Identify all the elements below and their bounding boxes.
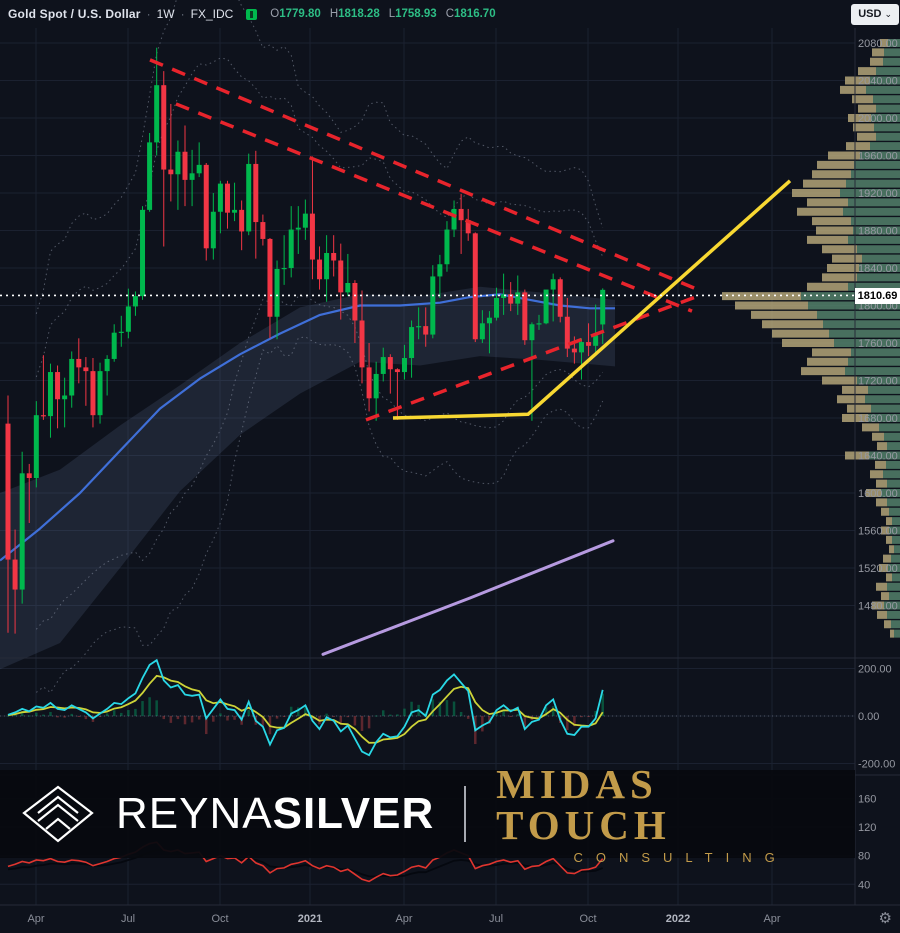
separator-dot: · — [146, 7, 151, 21]
low-label: L — [388, 8, 396, 20]
price-tick-label: 1760.00 — [858, 338, 898, 350]
lower-deviation-band — [35, 336, 604, 694]
oscillator-signal-line — [7, 674, 604, 744]
red-dashed-trendline — [365, 292, 704, 422]
currency-selector-button[interactable]: USD ⌄ — [851, 3, 899, 25]
time-axis-label: Apr — [763, 913, 780, 925]
reyna-text: REYNA — [116, 789, 273, 838]
open-value: 1779.80 — [279, 8, 321, 20]
lower-red-line — [7, 841, 604, 883]
lower-indicator-pane — [7, 841, 604, 883]
red-dashed-trendline — [149, 58, 701, 293]
reyna-silver-wordmark: REYNASILVER — [116, 792, 434, 836]
settings-gear-icon[interactable]: ⚙ — [878, 910, 892, 927]
yellow-support-trendline — [392, 179, 792, 420]
oscillator-tick-label: 200.00 — [858, 664, 892, 676]
price-tick-label: 1600.00 — [858, 488, 898, 500]
time-axis-label: Oct — [211, 913, 228, 925]
lower-dark-line — [7, 849, 604, 878]
price-tick-label: 2080.00 — [858, 38, 898, 50]
oscillator-tick-label: 0.00 — [858, 711, 879, 723]
price-tick-label: 1720.00 — [858, 376, 898, 388]
blue-moving-average — [0, 293, 615, 562]
lower-tick-label: 40 — [858, 879, 870, 891]
price-tick-label: 1640.00 — [858, 451, 898, 463]
price-tick-label: 2040.00 — [858, 76, 898, 88]
price-tick-label: 1920.00 — [858, 188, 898, 200]
price-tick-label: 1520.00 — [858, 563, 898, 575]
price-tick-label: 1880.00 — [858, 226, 898, 238]
price-tick-label: 1960.00 — [858, 151, 898, 163]
annotations-layer — [0, 58, 897, 422]
red-dashed-trendline — [175, 102, 693, 313]
silver-text: SILVER — [272, 789, 435, 838]
candles-layer — [5, 47, 606, 634]
high-label: H — [329, 8, 339, 20]
oscillator-tick-label: -200.00 — [858, 759, 895, 771]
logo-divider — [464, 786, 467, 842]
time-axis-label: 2021 — [298, 913, 322, 925]
lower-tick-label: 120 — [858, 822, 876, 834]
purple-long-term-ma — [321, 539, 615, 656]
price-tick-label: 1680.00 — [858, 413, 898, 425]
logo-overlay: REYNASILVER MIDAS TOUCH CONSULTING — [0, 763, 855, 865]
high-value: 1818.28 — [338, 8, 380, 20]
lower-deviation-band — [35, 295, 604, 630]
volume-profile — [722, 39, 900, 638]
ma-band-cloud — [0, 286, 615, 670]
chevron-down-icon: ⌄ — [884, 8, 892, 19]
time-axis-label: 2022 — [666, 913, 690, 925]
exchange-label: FX_IDC — [190, 7, 234, 21]
currency-label: USD — [858, 8, 882, 20]
time-axis-label: Jul — [121, 913, 135, 925]
price-tick-label: 1840.00 — [858, 263, 898, 275]
time-axis-label: Apr — [27, 913, 44, 925]
oscillator-main-line — [7, 658, 604, 757]
open-label: O — [270, 8, 280, 20]
price-tick-label: 1480.00 — [858, 601, 898, 613]
oscillator-pane — [0, 658, 855, 757]
time-axis-label: Oct — [579, 913, 596, 925]
chart-header: Gold Spot / U.S. Dollar · 1W · FX_IDC O1… — [0, 0, 900, 28]
close-label: C — [445, 8, 455, 20]
price-pane — [0, 0, 615, 694]
separator-dot: · — [180, 7, 185, 21]
current-price-badge: 1810.69 — [855, 288, 900, 304]
lower-tick-label: 160 — [858, 794, 876, 806]
ohlc-readout: O1779.80 H1818.28 L1758.93 C1816.70 — [270, 8, 495, 20]
reyna-silver-diamond-icon — [22, 785, 94, 843]
reyna-silver-logo: REYNASILVER — [16, 783, 434, 845]
price-tick-label: 1560.00 — [858, 526, 898, 538]
midas-consulting-text: CONSULTING — [573, 849, 788, 865]
lower-tick-label: 80 — [858, 851, 870, 863]
low-value: 1758.93 — [395, 8, 437, 20]
candlestick-style-icon[interactable] — [246, 8, 258, 20]
midas-touch-wordmark: MIDAS TOUCH — [496, 760, 671, 848]
symbol-title[interactable]: Gold Spot / U.S. Dollar — [8, 7, 141, 21]
time-axis-label: Apr — [395, 913, 412, 925]
close-value: 1816.70 — [454, 8, 496, 20]
interval-label[interactable]: 1W — [156, 7, 175, 21]
midas-touch-logo: MIDAS TOUCH CONSULTING — [496, 760, 855, 865]
time-axis-label: Jul — [489, 913, 503, 925]
price-tick-label: 2000.00 — [858, 113, 898, 125]
upper-deviation-band — [35, 0, 604, 314]
